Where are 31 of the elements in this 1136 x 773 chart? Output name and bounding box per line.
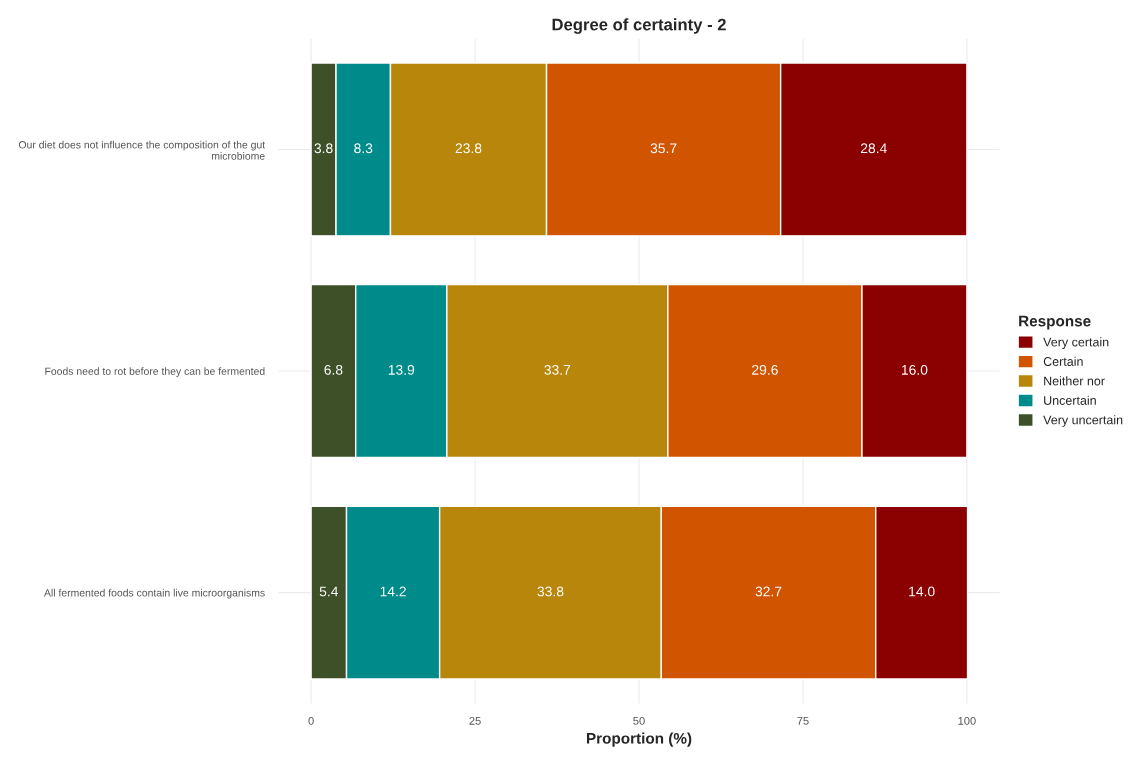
legend-label: Uncertain <box>1044 395 1096 405</box>
legend-label: Neither nor <box>1044 376 1105 386</box>
data-label: 23.8 <box>455 143 482 154</box>
data-label: 14.0 <box>909 586 935 597</box>
chart-title: Degree of certainty - 2 <box>552 18 726 34</box>
data-label: 33.7 <box>544 364 571 375</box>
data-label: 32.7 <box>755 586 782 597</box>
data-label: 29.6 <box>752 364 778 375</box>
y-tick-label: Our diet does not influence the composition of the gut microbiome <box>18 140 266 160</box>
legend-label: Certain <box>1043 356 1083 366</box>
x-tick-label: 50 <box>633 716 645 725</box>
data-label: 6.8 <box>324 364 343 375</box>
x-axis-title: Proportion (%) <box>586 732 692 747</box>
data-label: 33.8 <box>537 586 564 597</box>
y-tick-label: Foods need to rot before they can be fermented <box>45 367 265 377</box>
legend-label: Very certain <box>1043 337 1109 349</box>
data-label: 5.4 <box>319 586 339 597</box>
data-label: 14.2 <box>380 586 406 597</box>
data-label: 13.9 <box>388 364 415 375</box>
y-tick-label: All fermented foods contain live microorganisms <box>44 588 265 599</box>
legend-title: Response <box>1019 315 1091 330</box>
x-tick-label: 100 <box>958 716 976 725</box>
data-label: 16.0 <box>901 364 928 375</box>
data-label: 28.4 <box>860 143 887 154</box>
data-label: 3.8 <box>314 143 333 154</box>
data-label: 8.3 <box>354 143 373 154</box>
legend-label: Very uncertain <box>1043 415 1123 427</box>
x-tick-label: 25 <box>469 716 481 725</box>
x-tick-label: 75 <box>797 717 809 725</box>
x-tick-label: 0 <box>308 716 314 725</box>
data-label: 35.7 <box>650 143 677 154</box>
